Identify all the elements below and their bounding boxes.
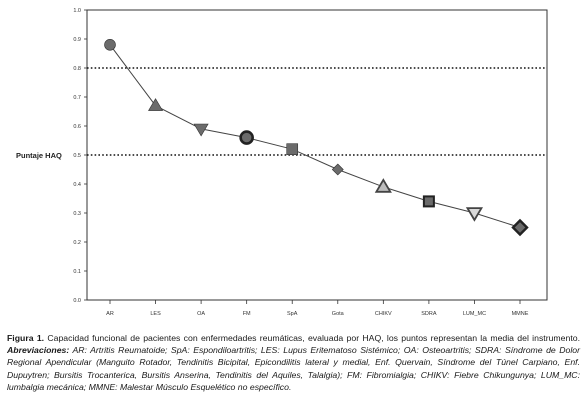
data-point <box>286 143 299 155</box>
chart: 0.0 0.1 0.2 0.3 0.4 0.5 0.6 0.7 0.8 0.9 1.0 AR LES O… <box>16 8 548 317</box>
y-tick-label: 0.8 <box>73 66 81 72</box>
caption-abbrev-label: Abreviaciones: <box>7 345 70 356</box>
data-point <box>465 207 484 222</box>
y-tick-label: 0.6 <box>73 124 81 130</box>
caption-abbrev-text: AR: Artritis Reumatoide; SpA: Espondiloa… <box>7 345 580 392</box>
data-point <box>511 218 529 237</box>
y-tick-label: 0.7 <box>73 95 81 101</box>
y-tick-label: 0.3 <box>73 211 81 217</box>
y-tick-label: 0.9 <box>73 37 81 43</box>
y-tick-label: 0.2 <box>73 240 81 246</box>
x-tick-label: MMNE <box>512 311 529 317</box>
x-tick-label: OA <box>197 311 205 317</box>
figure-caption: Figura 1. Capacidad funcional de pacient… <box>7 332 580 393</box>
data-point <box>422 195 435 208</box>
data-point <box>104 38 116 51</box>
y-tick-label: 0.4 <box>73 182 81 188</box>
y-tick-label: 0.1 <box>73 269 81 275</box>
data-point <box>148 98 164 111</box>
caption-text: Capacidad funcional de pacientes con enf… <box>44 333 580 343</box>
series-line <box>109 44 521 228</box>
x-tick-label: AR <box>106 311 114 317</box>
x-tick-label: SDRA <box>421 311 437 317</box>
x-tick-label: Gota <box>332 311 345 317</box>
x-tick-label: LES <box>150 311 161 317</box>
caption-prefix: Figura 1. <box>7 333 45 343</box>
x-tick-label: SpA <box>287 311 298 317</box>
data-point <box>193 123 209 137</box>
data-point <box>331 163 344 176</box>
data-point <box>374 178 392 193</box>
y-tick-label: 0.0 <box>73 298 81 304</box>
x-tick-label: CHIKV <box>375 311 392 317</box>
y-tick-label: 0.5 <box>73 153 81 159</box>
data-point <box>239 130 254 145</box>
x-tick-label: FM <box>243 311 251 317</box>
y-axis-label: Puntaje HAQ <box>16 151 62 160</box>
x-tick-label: LUM_MC <box>463 311 486 317</box>
y-tick-label: 1.0 <box>73 8 81 14</box>
